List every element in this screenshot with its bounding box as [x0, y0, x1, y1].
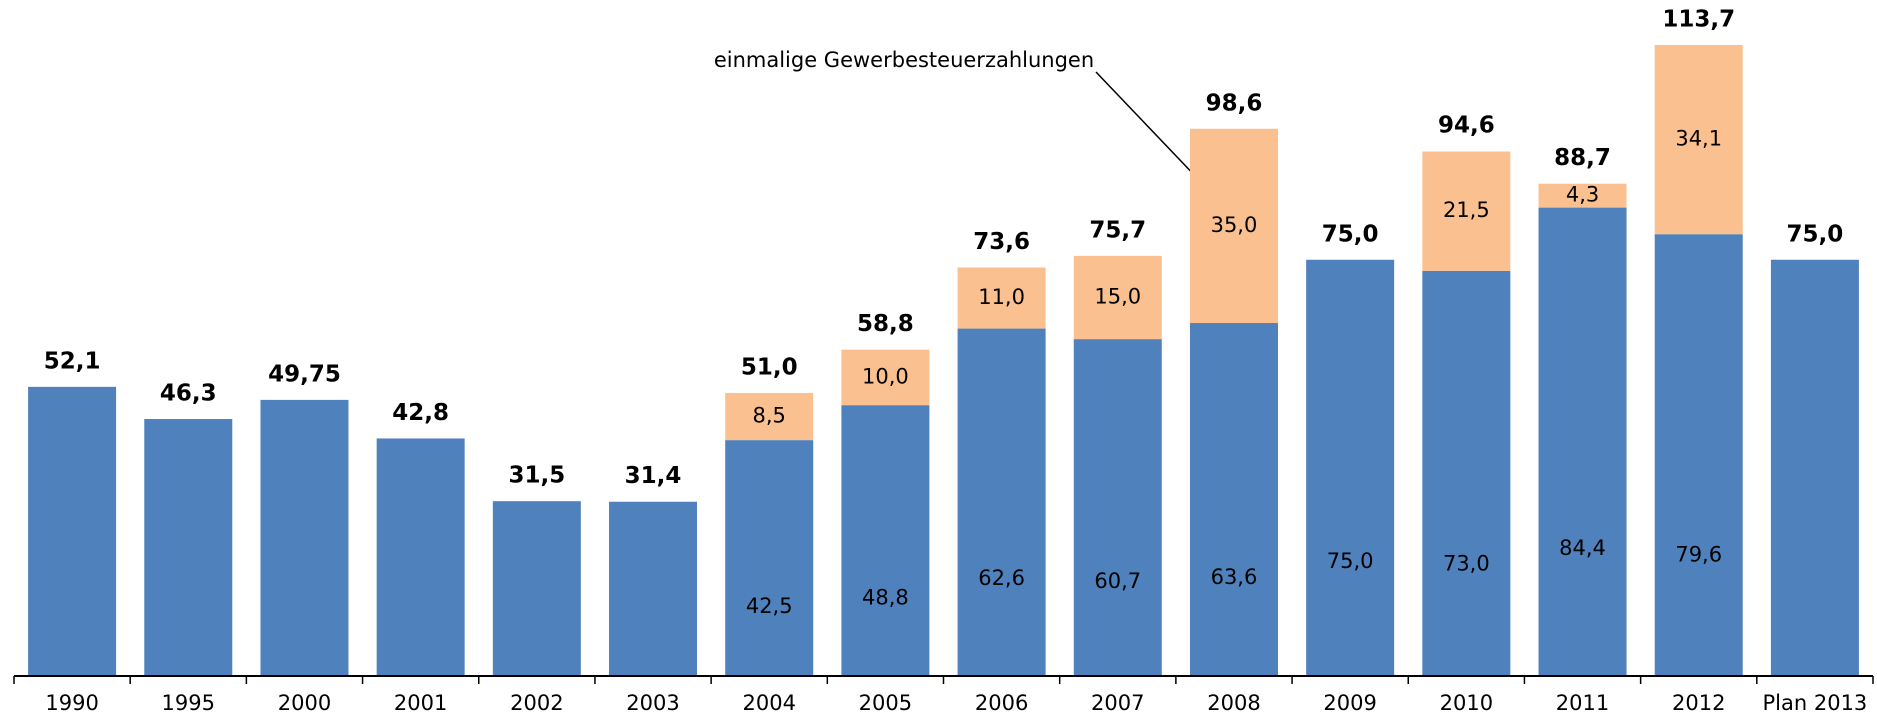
x-tick-label: 2009 [1323, 691, 1376, 715]
bar-segment [144, 419, 233, 676]
x-tick-label: 2005 [859, 691, 912, 715]
x-tick-label: 2006 [975, 691, 1028, 715]
bar-segment [1189, 128, 1278, 324]
total-label: 75,7 [1089, 217, 1146, 243]
value-label: 11,0 [978, 285, 1025, 309]
bar-segment [957, 328, 1046, 676]
bar-segment [957, 267, 1046, 329]
total-label: 94,6 [1438, 112, 1495, 138]
x-tick-label: 2002 [510, 691, 563, 715]
bar-segment [1654, 234, 1743, 676]
bar-segment [1189, 323, 1278, 676]
total-label: 31,5 [508, 463, 565, 489]
value-label: 84,4 [1559, 536, 1606, 560]
bar-segment [841, 349, 930, 406]
x-tick-label: 2007 [1091, 691, 1144, 715]
bar-segment [260, 399, 349, 676]
bar-segment [376, 438, 465, 676]
bar-segment [1073, 255, 1162, 340]
x-tick-label: 2001 [394, 691, 447, 715]
value-label: 10,0 [862, 364, 909, 388]
total-label: 52,1 [44, 348, 101, 374]
bar-segment [725, 440, 814, 676]
value-label: 48,8 [862, 585, 909, 609]
x-tick-label: 2010 [1440, 691, 1493, 715]
bar-segment [1770, 259, 1859, 676]
value-label: 60,7 [1094, 569, 1141, 593]
annotation: einmalige Gewerbesteuerzahlungen [714, 48, 1094, 72]
bar-segment [1422, 270, 1511, 676]
x-tick-label: 1990 [45, 691, 98, 715]
x-tick-label: 1995 [162, 691, 215, 715]
value-label: 63,6 [1211, 565, 1258, 589]
total-label: 49,75 [268, 361, 341, 387]
value-label: 75,0 [1327, 549, 1374, 573]
x-tick-label: 2000 [278, 691, 331, 715]
bar-segment [28, 386, 117, 676]
total-label: 42,8 [392, 400, 449, 426]
value-label: 35,0 [1211, 213, 1258, 237]
x-tick-label: Plan 2013 [1763, 691, 1868, 715]
x-tick-label: 2008 [1207, 691, 1260, 715]
total-label: 31,4 [625, 463, 682, 489]
value-label: 8,5 [753, 404, 786, 428]
value-label: 15,0 [1094, 284, 1141, 308]
total-label: 58,8 [857, 311, 914, 337]
bar-segment [1538, 207, 1627, 676]
x-tick-label: 2012 [1672, 691, 1725, 715]
value-label: 62,6 [978, 566, 1025, 590]
value-label: 34,1 [1675, 127, 1722, 151]
total-label: 98,6 [1206, 90, 1263, 116]
total-label: 73,6 [973, 229, 1030, 255]
total-label: 51,0 [741, 354, 798, 380]
x-tick-label: 2003 [626, 691, 679, 715]
value-label: 79,6 [1675, 543, 1722, 567]
bar-segment [492, 501, 581, 676]
bar-segment [609, 501, 698, 676]
x-tick-label: 2004 [742, 691, 795, 715]
value-label: 21,5 [1443, 198, 1490, 222]
total-label: 46,3 [160, 381, 217, 407]
value-label: 42,5 [746, 594, 793, 618]
bar-segment [725, 392, 814, 441]
total-label: 88,7 [1554, 145, 1611, 171]
total-label: 75,0 [1322, 221, 1379, 247]
bar-segment [1538, 183, 1627, 208]
value-label: 73,0 [1443, 552, 1490, 576]
bar-segment [841, 405, 930, 676]
total-label: 113,7 [1662, 6, 1735, 32]
bar-segment [1654, 44, 1743, 235]
value-label: 4,3 [1566, 183, 1599, 207]
bar-segment [1073, 339, 1162, 676]
bar-segment [1306, 259, 1395, 676]
x-tick-label: 2011 [1556, 691, 1609, 715]
total-label: 75,0 [1787, 221, 1844, 247]
bar-segment [1422, 151, 1511, 271]
